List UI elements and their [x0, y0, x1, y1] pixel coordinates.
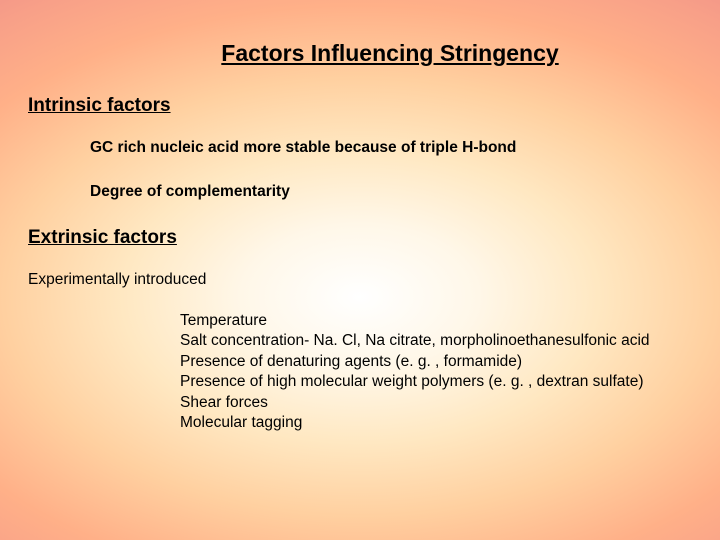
extrinsic-item: Shear forces [180, 393, 692, 413]
extrinsic-item: Salt concentration- Na. Cl, Na citrate, … [180, 331, 692, 351]
extrinsic-items: Temperature Salt concentration- Na. Cl, … [28, 311, 692, 434]
intrinsic-item: GC rich nucleic acid more stable because… [90, 139, 692, 157]
extrinsic-item: Molecular tagging [180, 413, 692, 433]
extrinsic-heading: Extrinsic factors [28, 227, 692, 249]
intrinsic-items: GC rich nucleic acid more stable because… [28, 139, 692, 201]
extrinsic-item: Presence of high molecular weight polyme… [180, 372, 692, 392]
slide-content: Factors Influencing Stringency Intrinsic… [0, 0, 720, 540]
extrinsic-item: Presence of denaturing agents (e. g. , f… [180, 352, 692, 372]
extrinsic-item: Temperature [180, 311, 692, 331]
intrinsic-item: Degree of complementarity [90, 183, 692, 201]
slide-title: Factors Influencing Stringency [28, 40, 692, 67]
intrinsic-heading: Intrinsic factors [28, 95, 692, 117]
extrinsic-subheading: Experimentally introduced [28, 271, 692, 289]
